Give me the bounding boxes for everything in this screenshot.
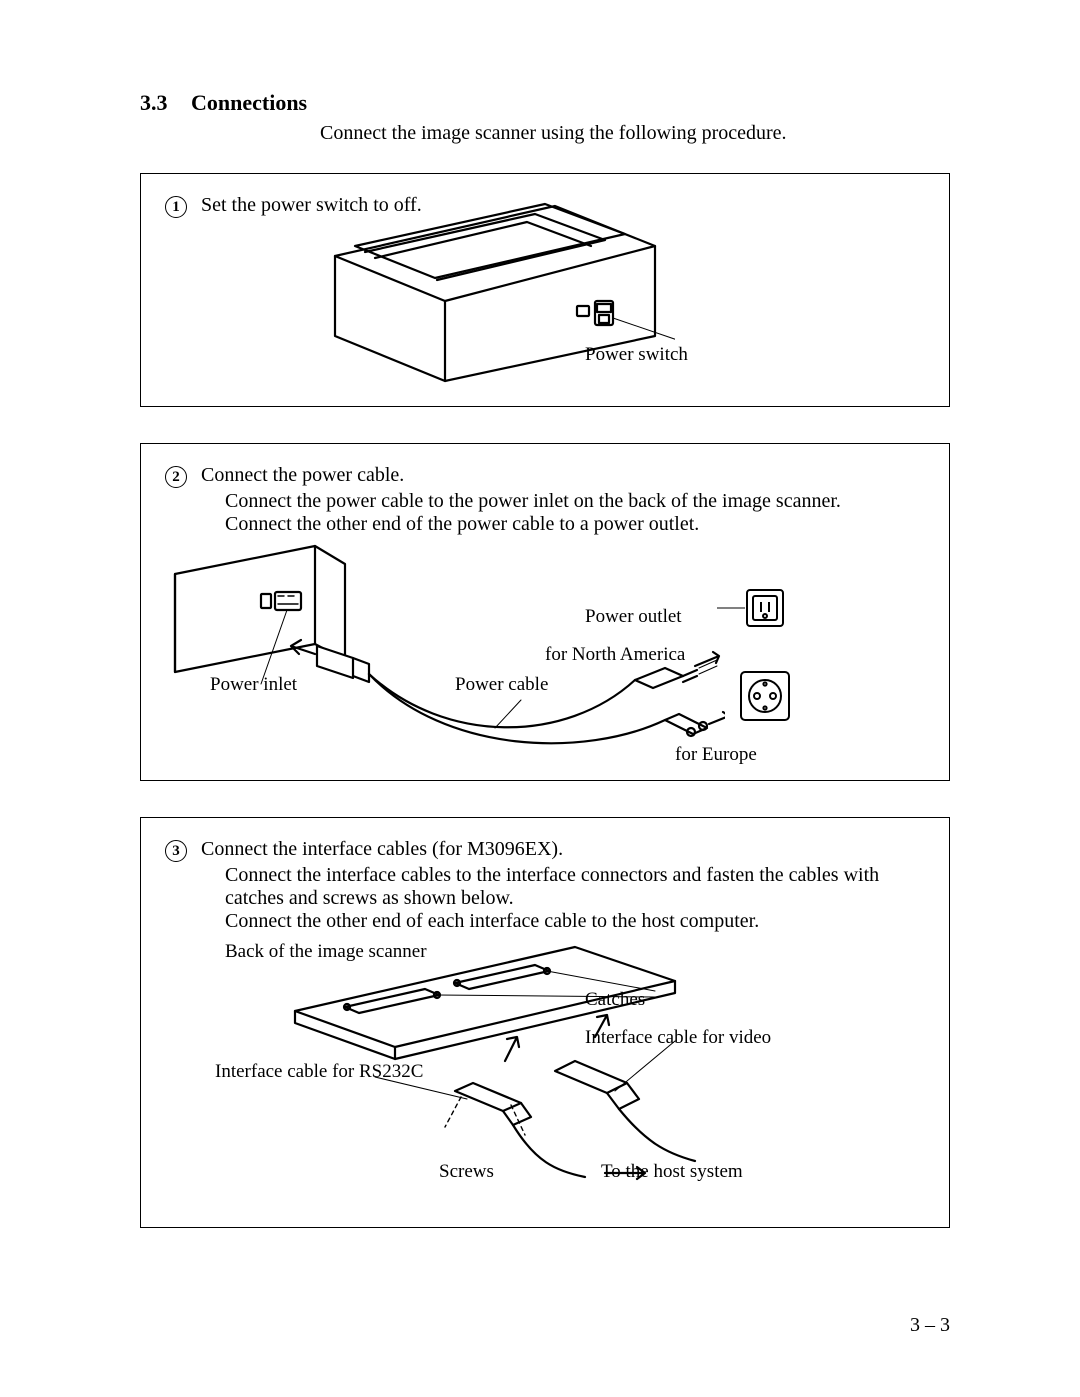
step-2-diagram: Power inlet Power cable Power outlet for… <box>165 544 925 764</box>
step-3-line-1: Connect the interface cables to the inte… <box>225 864 925 910</box>
step-2-marker: 2 <box>165 466 187 488</box>
step-3-title: Connect the interface cables (for M3096E… <box>201 838 563 861</box>
step-3-diagram: Back of the image scanner Catches Interf… <box>165 941 925 1211</box>
label-rs232: Interface cable for RS232C <box>215 1061 423 1083</box>
section-title: Connections <box>191 90 307 115</box>
step-1-diagram: Power switch <box>165 220 925 390</box>
label-north-america: for North America <box>545 644 685 666</box>
step-3-box: 3 Connect the interface cables (for M309… <box>140 817 950 1228</box>
label-europe: for Europe <box>675 744 757 766</box>
label-host: To the host system <box>601 1161 743 1183</box>
section-heading: 3.3 Connections <box>140 90 950 116</box>
label-back: Back of the image scanner <box>225 941 427 963</box>
label-video: Interface cable for video <box>585 1027 771 1049</box>
page-number: 3 – 3 <box>910 1314 950 1337</box>
step-3-line-2: Connect the other end of each interface … <box>225 910 925 933</box>
section-number: 3.3 <box>140 90 168 115</box>
intro-text: Connect the image scanner using the foll… <box>320 122 950 145</box>
step-1-marker: 1 <box>165 196 187 218</box>
label-catches: Catches <box>585 989 645 1011</box>
step-2-box: 2 Connect the power cable. Connect the p… <box>140 443 950 781</box>
step-2-body: Connect the power cable to the power inl… <box>225 490 925 536</box>
label-screws: Screws <box>439 1161 494 1183</box>
step-3-body: Connect the interface cables to the inte… <box>225 864 925 933</box>
page: 3.3 Connections Connect the image scanne… <box>0 0 1080 1324</box>
wall-outlets-icon <box>717 586 807 746</box>
step-2-line-2: Connect the other end of the power cable… <box>225 513 925 536</box>
label-power-cable: Power cable <box>455 674 548 696</box>
label-power-outlet: Power outlet <box>585 606 682 628</box>
step-1-box: 1 Set the power switch to off. <box>140 173 950 407</box>
label-power-switch: Power switch <box>585 344 688 366</box>
step-2-title: Connect the power cable. <box>201 464 404 487</box>
step-3-marker: 3 <box>165 840 187 862</box>
step-2-line-1: Connect the power cable to the power inl… <box>225 490 925 513</box>
label-power-inlet: Power inlet <box>210 674 297 696</box>
